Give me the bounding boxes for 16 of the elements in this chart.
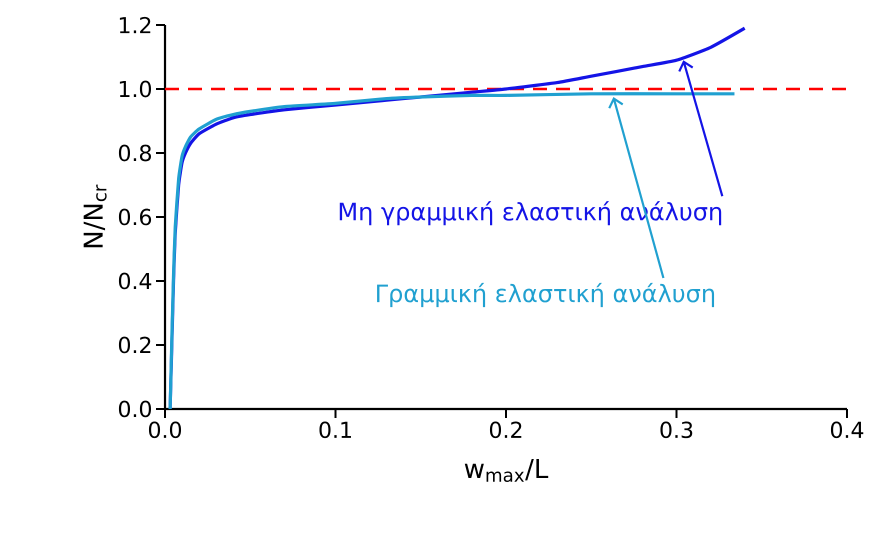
- y-tick-label: 0.4: [118, 272, 152, 290]
- y-tick-label: 1.2: [120, 16, 150, 34]
- line-series: [168, 92, 736, 411]
- annotation: Γραμμική ελαστική ανάλυση: [377, 282, 714, 308]
- y-tick-label: 0.2: [118, 336, 150, 354]
- y-tick-label: 0.0: [118, 400, 152, 418]
- x-tick-label: 0.1: [319, 422, 351, 438]
- x-axis-title: w$_{max}$/L: [464, 459, 548, 482]
- y-tick-label: 1.0: [120, 80, 152, 98]
- x-tick-label: 0.0: [148, 422, 182, 438]
- y-tick-label: 0.8: [118, 144, 151, 162]
- y-tick-label: 0.6: [118, 208, 152, 226]
- x-tick-label: 0.4: [830, 422, 864, 438]
- y-axis-title: N/N$_{cr}$: [84, 184, 107, 248]
- x-tick-label: 0.3: [660, 422, 692, 438]
- x-tick-label: 0.2: [490, 422, 522, 438]
